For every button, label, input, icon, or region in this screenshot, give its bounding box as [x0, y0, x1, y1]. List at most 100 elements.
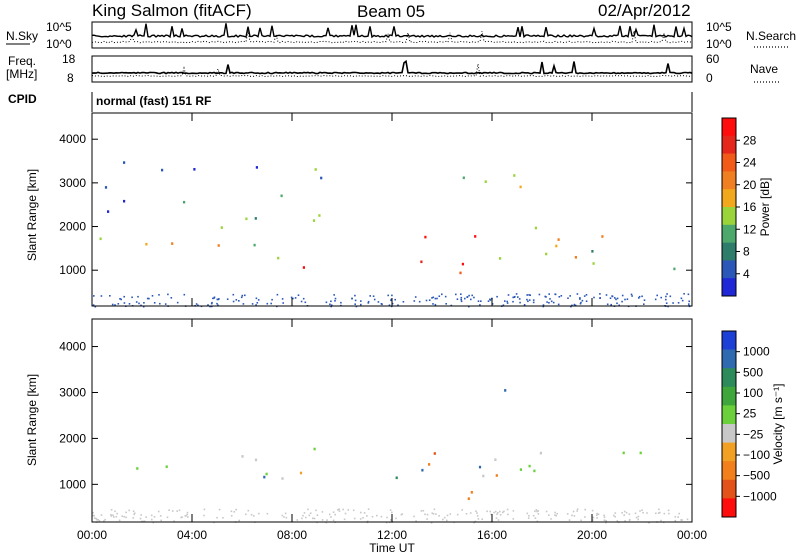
- range-cell: [391, 511, 393, 514]
- range-cell: [143, 302, 145, 304]
- range-cell: [362, 517, 364, 519]
- range-cell: [641, 295, 643, 298]
- range-cell: [165, 465, 168, 468]
- range-cell: [238, 519, 240, 522]
- range-cell: [166, 516, 169, 519]
- range-cell: [104, 518, 106, 521]
- range-cell: [512, 510, 515, 512]
- range-cell: [687, 293, 690, 296]
- range-cell: [303, 512, 306, 514]
- freq-trace: [91, 59, 693, 75]
- range-cell: [213, 297, 215, 299]
- range-cell: [299, 471, 303, 475]
- range-cell: [465, 513, 468, 515]
- range-cell: [555, 244, 558, 248]
- range-cell: [555, 514, 557, 517]
- range-cell: [621, 294, 624, 297]
- range-cell: [125, 511, 127, 514]
- cpid-label: CPID: [8, 92, 37, 106]
- y-tick-label: 2000: [59, 220, 86, 234]
- range-cell: [217, 244, 220, 247]
- range-cell: [387, 294, 389, 297]
- range-cell: [140, 514, 142, 516]
- range-cell: [545, 510, 548, 513]
- range-cell: [400, 513, 403, 516]
- range-cell: [681, 519, 683, 521]
- range-cell: [519, 185, 522, 189]
- range-cell: [360, 511, 362, 514]
- range-cell: [216, 302, 218, 305]
- range-cell: [290, 296, 293, 299]
- colorbar-tick-label: 25: [743, 407, 757, 421]
- range-cell: [422, 509, 425, 512]
- range-cell: [673, 267, 676, 271]
- range-cell: [123, 161, 126, 164]
- range-cell: [187, 516, 189, 518]
- range-cell: [93, 295, 95, 297]
- range-cell: [100, 295, 103, 297]
- range-cell: [593, 296, 595, 299]
- range-cell: [92, 304, 95, 306]
- range-cell: [233, 511, 236, 513]
- range-cell: [333, 294, 335, 296]
- range-cell: [180, 516, 182, 519]
- velocity-ylabel: Slant Range [km]: [25, 374, 39, 466]
- range-cell: [496, 295, 498, 298]
- range-cell: [431, 297, 433, 299]
- range-cell: [446, 514, 449, 517]
- range-cell: [305, 516, 307, 519]
- range-cell: [549, 298, 551, 300]
- nave-tick-bottom: 0: [706, 71, 713, 85]
- range-cell: [625, 511, 628, 514]
- nave-tick-top: 60: [706, 52, 720, 66]
- x-tick-label: 16:00: [477, 528, 507, 542]
- range-cell: [677, 516, 679, 518]
- range-cell: [554, 511, 556, 514]
- range-cell: [656, 294, 658, 297]
- range-cell: [111, 303, 114, 306]
- noise-tick-left-top: 10^5: [46, 20, 72, 34]
- range-cell: [255, 297, 258, 300]
- range-cell: [265, 472, 268, 476]
- range-cell: [173, 520, 175, 522]
- range-cell: [506, 508, 509, 511]
- range-cell: [325, 301, 328, 304]
- range-cell: [414, 296, 417, 298]
- range-cell: [534, 226, 537, 230]
- range-cell: [572, 510, 575, 513]
- colorbar-tick-label: −1000: [743, 489, 777, 503]
- range-cell: [614, 297, 616, 299]
- range-cell: [669, 295, 672, 298]
- range-cell: [245, 513, 247, 516]
- range-cell: [150, 514, 153, 517]
- range-cell: [638, 295, 641, 298]
- range-cell: [97, 519, 99, 521]
- range-cell: [603, 519, 606, 521]
- range-cell: [665, 295, 667, 298]
- range-cell: [255, 304, 257, 306]
- range-cell: [109, 295, 111, 297]
- range-cell: [637, 518, 639, 521]
- range-cell: [424, 235, 427, 239]
- range-cell: [446, 519, 448, 522]
- range-cell: [235, 508, 237, 511]
- power-marks: [92, 161, 691, 308]
- range-cell: [507, 513, 509, 516]
- colorbar-tick-label: −500: [743, 469, 770, 483]
- range-cell: [100, 514, 103, 516]
- range-cell: [112, 514, 114, 516]
- range-cell: [110, 509, 113, 511]
- range-cell: [380, 303, 383, 305]
- range-cell: [688, 303, 690, 305]
- range-cell: [456, 298, 459, 300]
- range-cell: [666, 293, 668, 295]
- range-cell: [613, 514, 615, 517]
- range-cell: [596, 517, 598, 519]
- range-cell: [642, 511, 644, 514]
- range-cell: [499, 514, 502, 516]
- range-cell: [145, 242, 148, 246]
- range-cell: [574, 304, 577, 307]
- range-cell: [360, 300, 362, 302]
- colorbar-tick-label: 12: [743, 222, 757, 236]
- range-cell: [637, 515, 640, 518]
